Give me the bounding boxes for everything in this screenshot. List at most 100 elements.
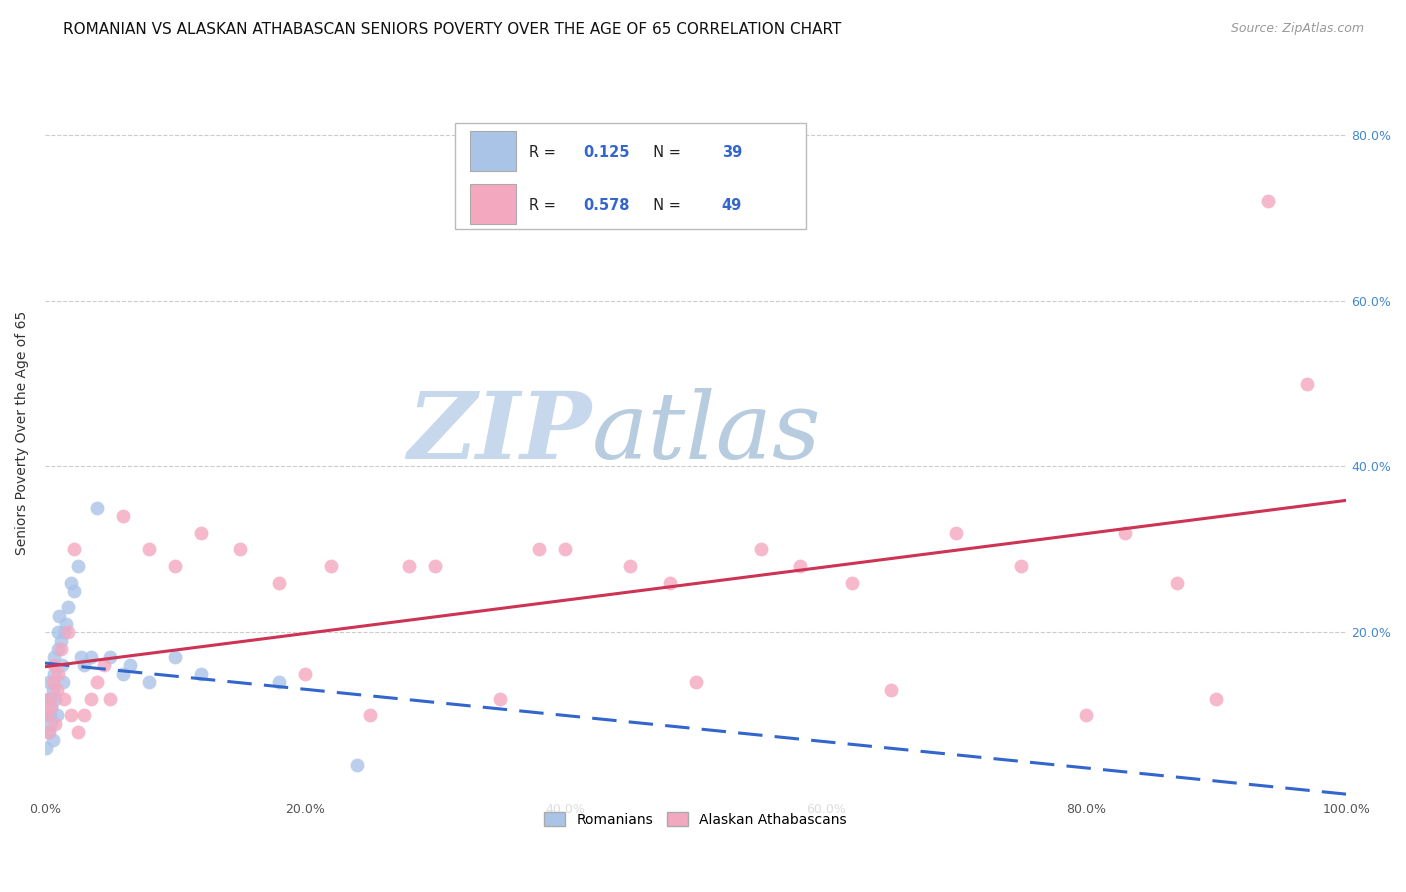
Point (658, 575, 681, 590)
Point (1166, 575, 1188, 590)
Point (685, 675, 707, 690)
Point (66, 559, 89, 574)
Point (1010, 559, 1032, 574)
Point (73, 708, 96, 723)
Point (1257, 194, 1279, 209)
Point (79, 691, 101, 706)
Text: 0.125: 0.125 (583, 145, 630, 161)
Point (346, 758, 368, 772)
Point (489, 691, 512, 706)
Text: atlas: atlas (592, 388, 821, 478)
Point (93, 658, 115, 673)
Point (529, 542, 551, 557)
Point (86, 500, 108, 515)
Point (58, 600, 80, 615)
Point (62, 542, 84, 557)
Point (138, 542, 160, 557)
Point (98, 650, 121, 665)
Text: Source: ZipAtlas.com: Source: ZipAtlas.com (1230, 22, 1364, 36)
Text: 49: 49 (721, 198, 742, 213)
Point (294, 666, 316, 681)
Point (1114, 525, 1136, 540)
Point (58, 625, 80, 640)
Point (398, 559, 420, 574)
Point (112, 509, 135, 524)
Point (44, 691, 66, 706)
Point (39, 708, 62, 723)
Point (42, 650, 65, 665)
Point (38, 691, 60, 706)
Text: R =: R = (529, 145, 561, 161)
Point (62, 583, 84, 598)
Point (52, 675, 75, 690)
Point (789, 559, 811, 574)
Point (42, 675, 65, 690)
Text: N =: N = (644, 145, 685, 161)
Point (73, 658, 96, 673)
Point (945, 525, 967, 540)
Point (269, 675, 291, 690)
Text: R =: R = (529, 198, 561, 213)
Point (53, 625, 76, 640)
Point (880, 683, 903, 698)
Point (79, 650, 101, 665)
Text: N =: N = (644, 198, 685, 213)
Text: ROMANIAN VS ALASKAN ATHABASCAN SENIORS POVERTY OVER THE AGE OF 65 CORRELATION CH: ROMANIAN VS ALASKAN ATHABASCAN SENIORS P… (63, 22, 842, 37)
Point (86, 675, 108, 690)
Point (48, 608, 70, 623)
Point (37, 724, 59, 739)
Point (55, 617, 77, 632)
Point (45, 708, 67, 723)
Point (749, 542, 772, 557)
Point (66, 724, 89, 739)
Point (190, 525, 212, 540)
Point (554, 542, 576, 557)
Point (165, 650, 187, 665)
Point (38, 724, 60, 739)
Point (321, 559, 343, 574)
Point (138, 675, 160, 690)
Point (46, 666, 69, 681)
Point (53, 691, 76, 706)
Point (41, 716, 63, 731)
Point (41, 700, 63, 714)
Point (41, 700, 63, 714)
Point (1205, 691, 1227, 706)
Text: ZIP: ZIP (408, 388, 592, 478)
Point (359, 708, 381, 723)
Point (49, 641, 72, 656)
Point (39, 691, 62, 706)
Text: 39: 39 (721, 145, 742, 161)
Point (46, 641, 69, 656)
Point (841, 575, 863, 590)
Point (38, 675, 60, 690)
Point (46, 625, 69, 640)
Legend: Romanians, Alaskan Athabascans: Romanians, Alaskan Athabascans (536, 804, 855, 835)
Bar (471, 131, 516, 171)
Point (70, 650, 93, 665)
Point (1296, 376, 1319, 391)
Point (190, 666, 212, 681)
Point (51, 658, 73, 673)
Point (37, 708, 59, 723)
Point (42, 658, 65, 673)
FancyBboxPatch shape (454, 123, 806, 229)
Point (619, 559, 641, 574)
Point (59, 708, 82, 723)
Bar (471, 184, 516, 224)
Point (44, 716, 66, 731)
Point (1074, 708, 1097, 723)
Text: 0.578: 0.578 (583, 198, 630, 213)
Point (229, 542, 252, 557)
Point (45, 683, 67, 698)
Point (98, 691, 121, 706)
Point (269, 575, 291, 590)
Point (42, 683, 65, 698)
Point (42, 666, 65, 681)
Point (49, 633, 72, 648)
Point (42, 733, 65, 747)
Point (35, 741, 58, 756)
Point (59, 575, 82, 590)
Point (425, 559, 447, 574)
Y-axis label: Seniors Poverty Over the Age of 65: Seniors Poverty Over the Age of 65 (15, 311, 30, 556)
